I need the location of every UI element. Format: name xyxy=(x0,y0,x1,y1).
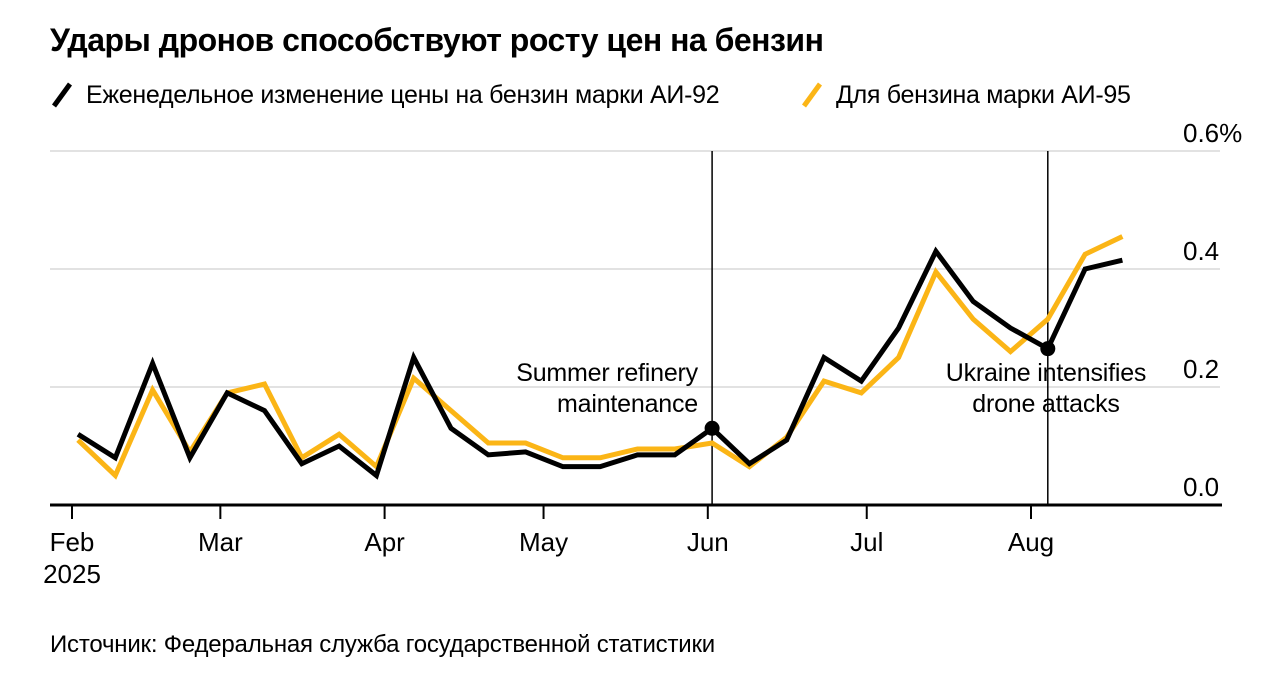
x-axis-year-label: 2025 xyxy=(43,559,101,589)
x-axis-label: May xyxy=(519,527,568,557)
x-axis-label: Jun xyxy=(687,527,729,557)
legend-label-ai95: Для бензина марки АИ-95 xyxy=(836,80,1131,109)
legend-label-ai92: Еженедельное изменение цены на бензин ма… xyxy=(86,80,720,109)
series-line-ai95 xyxy=(76,234,1124,480)
annotation-line: drone attacks xyxy=(972,390,1120,418)
x-axis-label: Jul xyxy=(850,527,883,557)
series-line-ai92 xyxy=(76,246,1123,480)
annotation-line: Ukraine intensifies xyxy=(945,359,1147,387)
annotation-ukraine-drones: Ukraine intensifies drone attacks xyxy=(884,358,1208,420)
event-marker-dot xyxy=(704,420,720,436)
legend-item-ai95: Для бензина марки АИ-95 xyxy=(800,80,1131,110)
x-axis-label: Apr xyxy=(364,527,405,557)
x-axis-label: Aug xyxy=(1008,527,1054,557)
annotation-summer-refinery: Summer refinery maintenance xyxy=(516,358,698,420)
y-axis-label: 0.6% xyxy=(1183,118,1242,148)
event-marker-dot xyxy=(1040,341,1056,357)
annotation-line: maintenance xyxy=(557,390,698,418)
chart-title: Удары дронов способствуют росту цен на б… xyxy=(50,22,824,58)
y-axis-label: 0.4 xyxy=(1183,236,1219,266)
y-axis-label: 0.0 xyxy=(1183,472,1219,502)
legend: Еженедельное изменение цены на бензин ма… xyxy=(50,80,1250,114)
x-axis-label: Feb xyxy=(50,527,95,557)
legend-item-ai92: Еженедельное изменение цены на бензин ма… xyxy=(50,80,720,110)
ai92-line-swatch-icon xyxy=(51,82,73,108)
ai95-line-swatch-icon xyxy=(801,82,823,108)
annotation-line: Summer refinery xyxy=(516,359,698,387)
y-axis-label: 0.2 xyxy=(1183,354,1219,384)
source-note: Источник: Федеральная служба государстве… xyxy=(50,631,715,658)
x-axis-label: Mar xyxy=(198,527,243,557)
